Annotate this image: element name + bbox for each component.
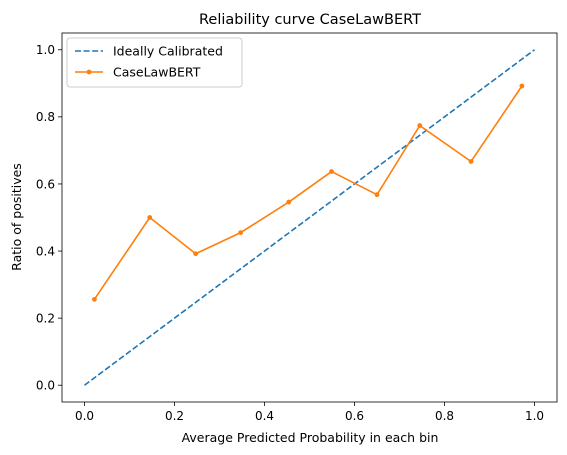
x-tick-label: 0.0	[75, 409, 94, 423]
x-axis: 0.0 0.2 0.4 0.6 0.8 1.0	[75, 402, 544, 423]
caselawbert-point	[147, 215, 153, 220]
y-tick-label: 0.8	[36, 110, 55, 124]
x-tick-label: 0.2	[165, 409, 184, 423]
legend-label-caselawbert: CaseLawBERT	[113, 65, 201, 80]
plot-frame	[61, 32, 558, 403]
caselawbert-point	[417, 123, 423, 128]
legend-box	[66, 37, 243, 88]
chart-title: Reliability curve CaseLawBERT	[199, 12, 421, 28]
series-layer	[84, 49, 535, 386]
caselawbert-point	[92, 296, 97, 302]
y-tick-label: 0.4	[36, 244, 55, 258]
caselawbert-point	[519, 83, 525, 89]
y-tick-label: 0.2	[36, 311, 55, 325]
x-axis-label: Average Predicted Probability in each bi…	[182, 430, 439, 445]
caselawbert-point	[374, 192, 380, 198]
x-tick-label: 1.0	[525, 409, 544, 423]
caselawbert-point	[468, 159, 474, 164]
legend-orange-marker-swatch	[86, 69, 92, 75]
legend: Ideally Calibrated CaseLawBERT	[66, 37, 243, 88]
y-tick-label: 0.0	[36, 379, 55, 393]
x-tick-label: 0.4	[255, 409, 274, 423]
legend-label-ideal: Ideally Calibrated	[113, 44, 223, 59]
y-tick-label: 0.6	[36, 177, 55, 191]
y-tick-label: 1.0	[36, 43, 55, 57]
x-tick-label: 0.8	[435, 409, 454, 423]
caselawbert-point	[238, 230, 244, 235]
caselawbert-line	[93, 85, 523, 300]
x-tick-label: 0.6	[345, 409, 364, 423]
ideal-calibration-line	[84, 49, 535, 386]
y-axis-label: Ratio of positives	[9, 163, 24, 271]
caselawbert-point	[286, 199, 292, 205]
caselawbert-point	[329, 169, 334, 174]
y-axis: 0.0 0.2 0.4 0.6 0.8 1.0	[36, 43, 62, 393]
caselawbert-point	[193, 251, 199, 257]
